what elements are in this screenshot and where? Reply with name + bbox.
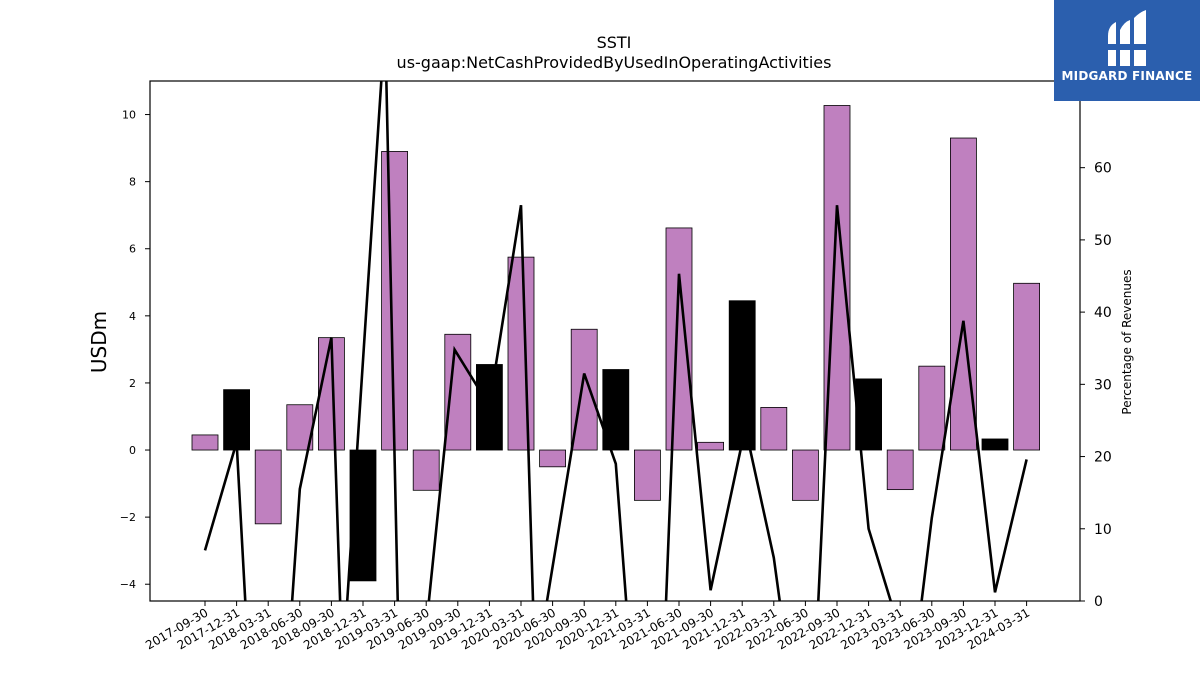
y2-tick-label: 10	[1094, 522, 1112, 538]
bar	[697, 441, 724, 451]
y-tick-label: 8	[129, 176, 136, 189]
bar	[665, 227, 693, 451]
y-tick-label: 2	[129, 377, 136, 390]
bar	[886, 449, 914, 491]
midgard-finance-logo: MIDGARD FINANCE	[1054, 0, 1200, 101]
y-tick-label: −2	[120, 511, 136, 524]
plot-frame	[149, 80, 1081, 602]
bar	[254, 449, 282, 525]
y-tick-label: −4	[120, 578, 136, 591]
y-tick-label: 0	[129, 444, 136, 457]
bar	[918, 365, 946, 451]
bar	[634, 449, 661, 501]
logo-mark-icon	[1106, 10, 1148, 66]
bar	[981, 438, 1009, 451]
percentage-line	[203, 81, 1028, 601]
y-tick-label: 6	[129, 243, 136, 256]
bar	[412, 449, 440, 491]
chart-title: SSTI	[597, 33, 632, 52]
y-tick-label: 10	[122, 109, 136, 122]
plot-area: −4−2024681001020304050602017-09-302017-1…	[120, 80, 1112, 652]
chart-subtitle: us-gaap:NetCashProvidedByUsedInOperating…	[397, 53, 832, 72]
y2-tick-label: 40	[1094, 305, 1112, 321]
bar	[191, 434, 219, 451]
y2-tick-label: 20	[1094, 450, 1112, 466]
bar	[286, 404, 314, 451]
bar	[444, 333, 472, 451]
bar	[1013, 282, 1040, 451]
bar	[507, 256, 535, 451]
bar	[728, 300, 756, 451]
bar	[223, 389, 251, 451]
logo-text: MIDGARD FINANCE	[1061, 69, 1193, 83]
bar	[760, 407, 788, 451]
y2-tick-label: 50	[1094, 233, 1112, 249]
bar	[792, 449, 819, 501]
bar	[349, 449, 377, 582]
y-tick-label: 4	[129, 310, 136, 323]
y2-tick-label: 60	[1094, 161, 1112, 177]
y-axis-label: USDm	[87, 311, 111, 373]
y2-axis-label: Percentage of Revenues	[1120, 269, 1134, 414]
bar	[539, 449, 566, 468]
y2-tick-label: 30	[1094, 377, 1112, 393]
y2-tick-label: 0	[1094, 594, 1103, 610]
